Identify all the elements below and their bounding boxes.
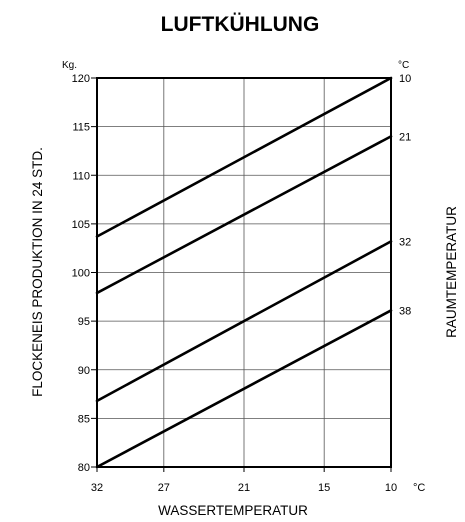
y-tick-label: 100	[72, 268, 90, 280]
x-tick-label: 10	[385, 482, 397, 494]
y-tick-label: 115	[72, 122, 90, 134]
y-tick-label: 105	[72, 219, 90, 231]
x-tick-label: 27	[158, 482, 170, 494]
y-tick-label: 80	[78, 462, 90, 474]
series-line-32	[95, 240, 393, 403]
y-tick-label: 90	[78, 365, 90, 377]
y-tick-label: 85	[78, 413, 90, 425]
x-tick-label: 21	[238, 482, 250, 494]
series-label-10: 10	[399, 73, 411, 85]
x-unit-label: °C	[413, 482, 425, 494]
y-axis-title: FLOCKENEIS PRODUKTION IN 24 STD.	[30, 147, 45, 397]
right-axis-title: RAUMTEMPERATUR	[444, 206, 459, 338]
x-tick-label: 32	[91, 482, 103, 494]
series-unit-label: °C	[398, 60, 409, 71]
y-tick-label: 110	[72, 170, 90, 182]
series-line-10	[95, 76, 393, 238]
x-axis-title: WASSERTEMPERATUR	[158, 503, 308, 518]
y-tick-label: 95	[78, 316, 90, 328]
chart-title: LUFTKÜHLUNG	[161, 13, 320, 36]
series-lines	[95, 76, 393, 469]
series-line-21	[95, 135, 393, 295]
series-labels: 10 21 32 38	[399, 73, 411, 317]
series-label-21: 21	[399, 131, 411, 143]
grid	[97, 78, 391, 467]
series-label-38: 38	[399, 305, 411, 317]
series-line-38	[95, 309, 393, 469]
y-unit-label: Kg.	[62, 60, 77, 71]
series-label-32: 32	[399, 236, 411, 248]
x-axis-ticks: 32 27 21 15 10	[91, 467, 397, 494]
y-tick-label: 120	[72, 73, 90, 85]
x-tick-label: 15	[318, 482, 330, 494]
y-axis-ticks: 80 85 90 95 100 105 110 115 120	[72, 73, 97, 474]
